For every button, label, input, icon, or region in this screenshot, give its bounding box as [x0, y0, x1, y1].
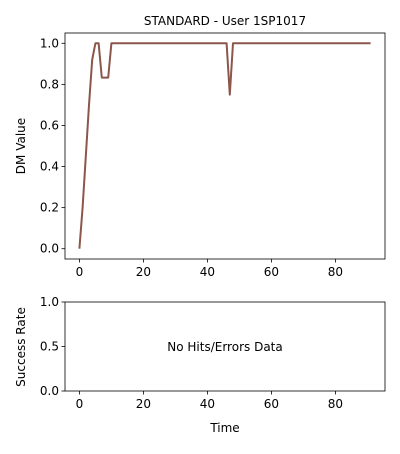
y-axis-label: DM Value [14, 118, 28, 174]
bottom-axis-ticks: 0 20 40 60 80 0.0 0.5 1.0 [40, 295, 343, 411]
x-tick-label: 60 [264, 265, 279, 279]
y-tick-label: 0.0 [40, 384, 59, 398]
x-tick-label: 40 [200, 265, 215, 279]
y-tick-label: 0.8 [40, 77, 59, 91]
y-tick-label: 0.0 [40, 242, 59, 256]
series-line [78, 42, 371, 249]
top-axis-ticks: 0 20 40 60 80 0.0 0.2 0.4 0.6 0.8 1.0 [40, 36, 343, 279]
x-tick-label: 20 [136, 397, 151, 411]
y-axis-label-bottom: Success Rate [14, 307, 28, 387]
x-tick-label: 0 [76, 397, 84, 411]
x-axis-label: Time [209, 421, 239, 435]
x-tick-label: 60 [264, 397, 279, 411]
x-tick-label: 20 [136, 265, 151, 279]
top-plot-area [78, 42, 371, 249]
y-tick-label: 0.2 [40, 201, 59, 215]
y-tick-label: 1.0 [40, 36, 59, 50]
x-tick-label: 40 [200, 397, 215, 411]
no-data-message: No Hits/Errors Data [167, 340, 282, 354]
bottom-axes-frame [64, 301, 386, 392]
x-tick-label: 80 [328, 397, 343, 411]
chart-title: STANDARD - User 1SP1017 [144, 14, 306, 28]
x-tick-label: 80 [328, 265, 343, 279]
y-tick-label: 0.4 [40, 160, 59, 174]
dm-value-chart: STANDARD - User 1SP1017 DM Value 0 20 40 60… [14, 14, 386, 279]
y-tick-label: 0.6 [40, 118, 59, 132]
y-tick-label: 0.5 [40, 340, 59, 354]
x-tick-label: 0 [76, 265, 84, 279]
success-rate-chart: Success Rate Time 0 20 40 60 80 0.0 0.5 1.0 No … [14, 295, 386, 435]
top-axes-frame [64, 32, 386, 260]
y-tick-label: 1.0 [40, 295, 59, 309]
